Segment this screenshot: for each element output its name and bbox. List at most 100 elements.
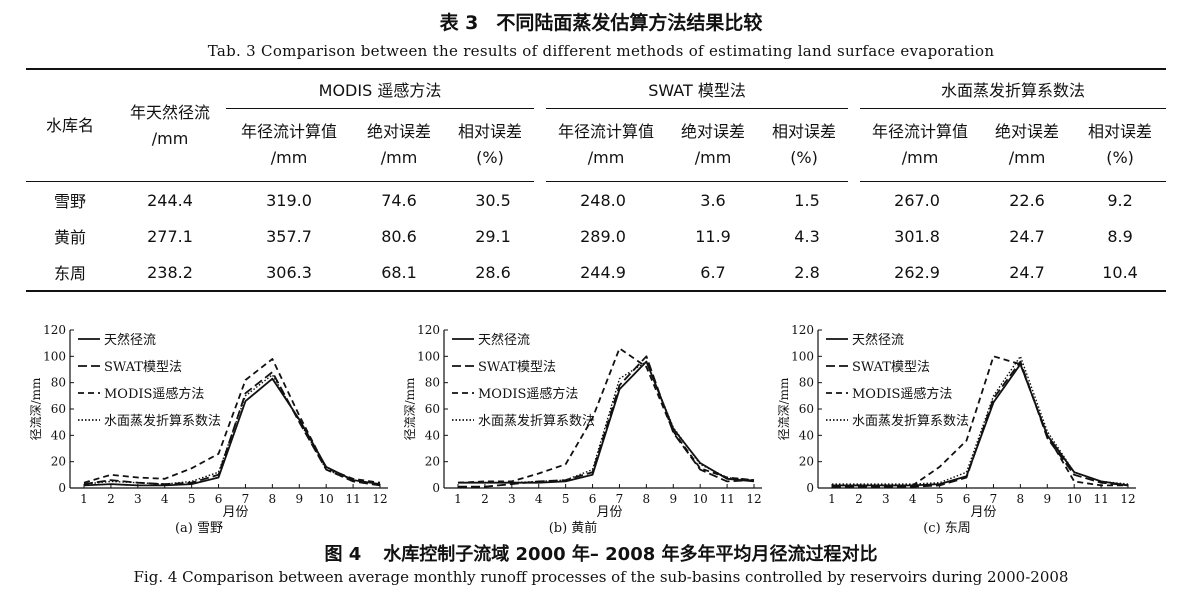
y-tick-label: 0 xyxy=(806,481,814,495)
legend-label: SWAT模型法 xyxy=(478,360,556,375)
subheader-unit: /mm xyxy=(694,148,732,167)
table-number: 表 3 xyxy=(439,12,479,34)
value-cell: 306.3 xyxy=(266,262,312,282)
value-cell: 29.1 xyxy=(475,226,511,246)
reservoir-name-cell: 东周 xyxy=(53,264,86,283)
value-cell: 357.7 xyxy=(266,226,312,246)
x-tick-label: 3 xyxy=(134,492,142,506)
x-tick-label: 6 xyxy=(589,492,597,506)
reservoir-name-cell: 雪野 xyxy=(53,192,86,211)
legend-label: MODIS遥感方法 xyxy=(104,386,204,402)
x-tick-label: 12 xyxy=(372,492,387,506)
table-group-header-row: 水库名 年天然径流 /mm MODIS 遥感方法 SWAT 模型法 水面蒸发折算… xyxy=(26,70,1167,182)
header-group-swat: SWAT 模型法 xyxy=(534,70,855,109)
value-cell: 4.3 xyxy=(794,226,820,246)
value-cell: 6.7 xyxy=(700,262,726,282)
value-cell: 3.6 xyxy=(700,190,726,210)
subheader-cell: 相对误差 (%) xyxy=(446,108,541,182)
x-tick-label: 1 xyxy=(828,492,836,506)
x-tick-label: 6 xyxy=(215,492,223,506)
table-subheader-row: 年径流计算值/mm 绝对误差/mm 相对误差 (%) 年径流计算值/mm 绝对误差/mm 相… xyxy=(26,108,1167,182)
x-tick-label: 7 xyxy=(242,492,250,506)
results-table-grid: 水库名 年天然径流 /mm MODIS 遥感方法 SWAT 模型法 水面蒸发折算… xyxy=(26,70,1167,291)
x-tick-label: 10 xyxy=(1067,492,1082,506)
header-natural-runoff-unit: /mm xyxy=(151,128,189,148)
subheader-cell: 年径流计算值/mm xyxy=(226,108,352,182)
value-cell: 244.9 xyxy=(580,262,626,282)
series-line xyxy=(832,360,1129,488)
y-tick-label: 100 xyxy=(791,349,814,363)
y-tick-label: 0 xyxy=(58,481,66,495)
header-group-modis: MODIS 遥感方法 xyxy=(226,70,541,109)
figure-charts: 0 20 40 60 80 100 120 1 2 3 4 5 6 7 8 9 10 11 12 径流深/mm 月份 (a… xyxy=(0,318,1202,540)
value-cell: 10.4 xyxy=(1102,262,1138,282)
table-row: 黄前 277.1 357.7 80.6 29.1 289.0 11.9 4.3 301.8 24.… xyxy=(26,218,1166,254)
value-cell: 277.1 xyxy=(147,226,193,246)
y-tick-label: 80 xyxy=(425,376,440,390)
results-table: 水库名 年天然径流 /mm MODIS 遥感方法 SWAT 模型法 水面蒸发折算… xyxy=(26,68,1167,292)
value-cell: 28.6 xyxy=(475,262,511,282)
figure-title: 图 4 水库控制子流域 2000 年– 2008 年多年平均月径流过程对比 xyxy=(0,540,1202,566)
value-cell: 1.5 xyxy=(794,190,820,210)
x-tick-label: 9 xyxy=(669,492,677,506)
subheader-unit: /mm xyxy=(587,148,625,167)
series-line xyxy=(457,347,755,484)
y-tick-label: 60 xyxy=(51,402,66,416)
table-row: 东周 238.2 306.3 68.1 28.6 244.9 6.7 2.8 262.9 24.7… xyxy=(26,254,1166,290)
y-tick-label: 40 xyxy=(799,428,814,442)
subheader-unit: /mm xyxy=(1008,148,1046,167)
subheader-label: 相对误差 xyxy=(772,122,837,141)
value-cell: 9.2 xyxy=(1107,190,1133,210)
subheader-label: 年径流计算值 xyxy=(558,122,655,141)
legend-label: 水面蒸发折算系数法 xyxy=(478,413,595,429)
subheader-cell: 绝对误差/mm xyxy=(980,108,1075,182)
value-cell: 319.0 xyxy=(266,190,312,210)
x-tick-label: 7 xyxy=(990,492,998,506)
x-tick-label: 11 xyxy=(719,492,734,506)
panel-caption: (c) 东周 xyxy=(923,521,971,536)
legend-label: 水面蒸发折算系数法 xyxy=(852,413,969,429)
table-bottom-rule xyxy=(26,290,1166,292)
x-tick-label: 6 xyxy=(963,492,971,506)
y-tick-label: 100 xyxy=(417,349,440,363)
legend-label: SWAT模型法 xyxy=(852,360,930,375)
reservoir-name-cell: 黄前 xyxy=(53,228,86,247)
value-cell: 11.9 xyxy=(695,226,731,246)
x-tick-label: 4 xyxy=(161,492,169,506)
subheader-cell: 绝对误差/mm xyxy=(666,108,761,182)
table-body: 雪野 244.4 319.0 74.6 30.5 248.0 3.6 1.5 267.0 22.6… xyxy=(26,182,1166,291)
x-tick-label: 2 xyxy=(107,492,115,506)
x-axis-label: 月份 xyxy=(596,505,622,520)
figure-subtitle: Fig. 4 Comparison between average monthl… xyxy=(133,568,1069,586)
x-tick-label: 9 xyxy=(295,492,303,506)
header-reservoir-label: 水库名 xyxy=(45,115,94,135)
series-line xyxy=(83,374,381,485)
value-cell: 24.7 xyxy=(1009,262,1045,282)
x-tick-label: 2 xyxy=(481,492,489,506)
series-line xyxy=(832,355,1129,485)
y-tick-label: 60 xyxy=(799,402,814,416)
x-tick-label: 3 xyxy=(508,492,516,506)
y-tick-label: 20 xyxy=(799,455,814,469)
x-tick-label: 3 xyxy=(882,492,890,506)
x-tick-label: 12 xyxy=(746,492,761,506)
value-cell: 244.4 xyxy=(147,190,193,210)
subheader-label: 绝对误差 xyxy=(995,122,1060,141)
series-line xyxy=(458,360,755,484)
table-row: 雪野 244.4 319.0 74.6 30.5 248.0 3.6 1.5 267.0 22.6… xyxy=(26,182,1166,219)
legend-label: MODIS遥感方法 xyxy=(852,386,952,402)
value-cell: 30.5 xyxy=(475,190,511,210)
header-reservoir: 水库名 xyxy=(26,70,114,182)
subheader-label: 年径流计算值 xyxy=(240,122,337,141)
value-cell: 2.8 xyxy=(794,262,820,282)
x-tick-label: 12 xyxy=(1120,492,1135,506)
x-tick-label: 2 xyxy=(855,492,863,506)
x-tick-label: 10 xyxy=(319,492,334,506)
y-tick-label: 120 xyxy=(417,323,440,337)
subheader-cell: 年径流计算值/mm xyxy=(534,108,667,182)
x-tick-label: 5 xyxy=(562,492,570,506)
value-cell: 24.7 xyxy=(1009,226,1045,246)
y-tick-label: 40 xyxy=(425,428,440,442)
